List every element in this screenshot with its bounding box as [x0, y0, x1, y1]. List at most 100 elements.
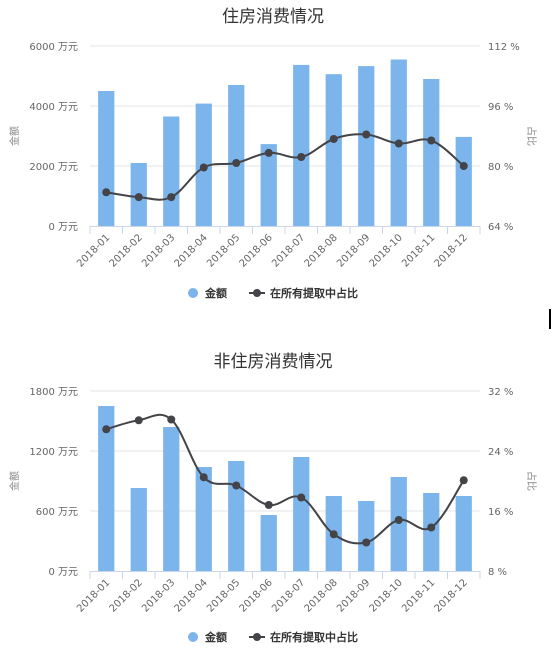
- ratio-line: [105, 413, 465, 545]
- legend-line-label: 在所有提取中占比: [270, 286, 358, 300]
- bar: [163, 427, 180, 571]
- ratio-point: [427, 136, 436, 145]
- bar: [195, 467, 212, 571]
- ratio-point: [167, 415, 176, 424]
- bar: [228, 85, 245, 226]
- ratio-point: [362, 538, 371, 547]
- legend-line-label: 在所有提取中占比: [270, 630, 358, 644]
- x-tick-label: 2018-11: [400, 232, 437, 269]
- x-tick-label: 2018-12: [433, 232, 470, 269]
- ratio-point: [102, 188, 111, 197]
- right-tick-label: 8 %: [488, 567, 507, 578]
- bar: [293, 457, 310, 571]
- bar: [358, 66, 375, 226]
- x-tick-label: 2018-07: [270, 232, 307, 269]
- x-tick-label: 2018-06: [238, 232, 275, 269]
- bar: [163, 116, 180, 226]
- ratio-point: [134, 416, 143, 425]
- right-tick-label: 24 %: [488, 447, 513, 458]
- right-tick-label: 32 %: [488, 387, 513, 398]
- right-axis-title: 占比: [525, 126, 538, 146]
- ratio-point: [459, 162, 468, 170]
- bar: [260, 515, 277, 571]
- ratio-point: [134, 193, 143, 202]
- bar: [423, 79, 440, 226]
- x-tick-label: 2018-09: [335, 577, 372, 614]
- legend-line-dot: [253, 633, 261, 641]
- left-axis-title: 金额: [8, 471, 21, 491]
- ratio-point: [329, 530, 338, 539]
- x-tick-label: 2018-08: [303, 577, 340, 614]
- x-tick-label: 2018-01: [75, 577, 112, 614]
- ratio-point: [394, 516, 403, 524]
- x-tick-label: 2018-11: [400, 577, 437, 614]
- legend-line-dot: [253, 289, 261, 297]
- ratio-point: [297, 493, 306, 502]
- x-tick-label: 2018-02: [108, 577, 145, 614]
- x-tick-label: 2018-09: [335, 232, 372, 269]
- left-tick-label: 4000 万元: [29, 102, 78, 113]
- bar: [358, 501, 375, 571]
- x-tick-label: 2018-04: [173, 577, 210, 614]
- left-tick-label: 0 万元: [48, 222, 78, 233]
- ratio-point: [199, 473, 208, 482]
- ratio-point: [362, 130, 371, 139]
- bar: [423, 493, 440, 571]
- ratio-point: [102, 425, 111, 434]
- left-axis-title: 金额: [8, 126, 21, 146]
- x-tick-label: 2018-02: [108, 232, 145, 269]
- left-tick-label: 1200 万元: [29, 447, 78, 458]
- right-tick-label: 96 %: [488, 102, 513, 113]
- x-tick-label: 2018-06: [238, 577, 275, 614]
- ratio-point: [329, 135, 338, 143]
- bar: [98, 91, 115, 226]
- ratio-point: [427, 523, 436, 532]
- right-tick-label: 16 %: [488, 507, 513, 518]
- legend-bar-marker: [188, 288, 198, 298]
- x-tick-label: 2018-03: [140, 232, 177, 269]
- x-tick-label: 2018-07: [270, 577, 307, 614]
- left-tick-label: 0 万元: [48, 567, 78, 578]
- ratio-point: [264, 501, 273, 509]
- left-tick-label: 600 万元: [36, 507, 78, 518]
- x-tick-label: 2018-12: [433, 577, 470, 614]
- ratio-point: [459, 476, 468, 485]
- legend: 金额 在所有提取中占比: [188, 286, 358, 300]
- chart-title: 非住房消费情况: [214, 352, 333, 372]
- bar: [455, 496, 472, 571]
- bar: [293, 64, 310, 227]
- legend-bar-label: 金额: [204, 286, 227, 300]
- right-tick-label: 80 %: [488, 162, 513, 173]
- chart-2: 非住房消费情况 0 万元 600 万元 1200 万元 1800 万元 8 % 16 % 24…: [8, 352, 538, 644]
- left-tick-label: 2000 万元: [29, 162, 78, 173]
- x-tick-label: 2018-10: [368, 577, 405, 614]
- ratio-point: [297, 153, 306, 161]
- bar: [260, 144, 277, 226]
- ratio-point: [232, 159, 241, 167]
- legend-bar-label: 金额: [204, 630, 227, 644]
- legend-bar-marker: [188, 632, 198, 642]
- right-tick-label: 64 %: [488, 222, 513, 233]
- bar: [130, 488, 147, 571]
- ratio-point: [264, 148, 273, 157]
- right-axis-title: 占比: [525, 471, 538, 491]
- bar: [98, 406, 115, 571]
- legend: 金额 在所有提取中占比: [188, 630, 358, 644]
- x-tick-label: 2018-04: [173, 232, 210, 269]
- x-tick-label: 2018-05: [205, 577, 242, 614]
- x-tick-label: 2018-03: [140, 577, 177, 614]
- left-tick-label: 1800 万元: [29, 387, 78, 398]
- right-tick-label: 112 %: [488, 42, 520, 53]
- bar: [228, 461, 245, 571]
- bar: [325, 74, 342, 226]
- ratio-point: [232, 481, 241, 490]
- x-tick-label: 2018-01: [75, 232, 112, 269]
- ratio-point: [167, 193, 176, 202]
- chart-1: 住房消费情况 0 万元 2000 万元 4000 万元 6000 万元 64 % 80 % 9…: [8, 7, 538, 300]
- ratio-point: [394, 139, 403, 148]
- ratio-point: [199, 163, 208, 172]
- x-tick-label: 2018-08: [303, 232, 340, 269]
- ratio-line: [106, 133, 465, 201]
- text-cursor: [549, 309, 551, 329]
